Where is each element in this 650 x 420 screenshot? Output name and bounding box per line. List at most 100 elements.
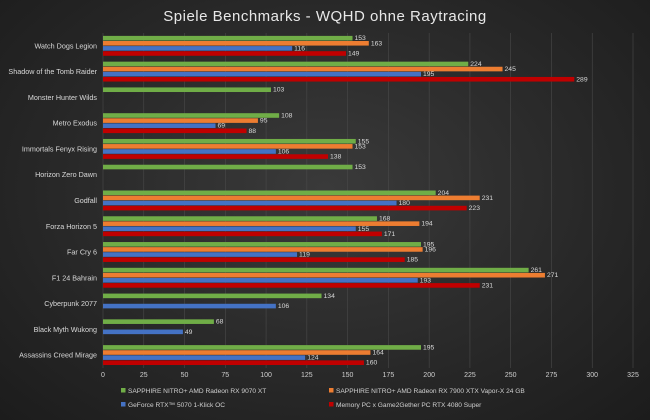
data-label: 95	[260, 118, 268, 125]
x-tick-label: 225	[464, 372, 476, 379]
bar	[103, 195, 480, 201]
data-label: 119	[299, 252, 310, 259]
data-label: 153	[355, 35, 367, 42]
bar	[103, 329, 183, 335]
data-label: 261	[531, 267, 543, 274]
x-tick-label: 125	[301, 372, 313, 379]
legend-swatch	[121, 402, 126, 407]
data-label: 163	[371, 40, 383, 47]
bar	[103, 355, 306, 360]
data-label: 271	[547, 272, 559, 279]
x-tick-labels: 0 25 50 75 100 125 150 175 200 225 250 275 300 325	[101, 372, 639, 379]
data-label: 289	[576, 76, 588, 83]
bar	[103, 138, 356, 144]
category-labels: Watch Dogs Legion Shadow of the Tomb Raid…	[8, 41, 97, 359]
data-label: 108	[281, 112, 293, 119]
category-label: Forza Horizon 5	[46, 222, 97, 231]
data-label: 116	[294, 45, 305, 52]
bar	[103, 267, 529, 273]
bar	[103, 76, 575, 82]
bar	[103, 123, 216, 128]
legend-entry: SAPPHIRE NITRO+ AMD Radeon RX 9070 XT	[128, 388, 266, 395]
data-label: 134	[324, 293, 336, 300]
legend-entry: Memory PC x Game2Gether PC RTX 4080 Supe…	[336, 402, 482, 409]
data-label: 106	[278, 303, 290, 310]
data-label: 185	[407, 257, 419, 264]
data-label: 195	[423, 71, 435, 78]
bar	[103, 35, 353, 41]
bar	[103, 278, 418, 283]
bar	[103, 303, 276, 309]
x-tick-label: 200	[423, 372, 435, 379]
data-label: 204	[438, 190, 450, 197]
x-tick-label: 275	[546, 372, 558, 379]
category-label: Black Myth Wukong	[34, 325, 97, 334]
bar	[103, 216, 377, 221]
data-label: 153	[355, 164, 367, 171]
bar	[103, 360, 364, 366]
bar	[103, 87, 271, 93]
bar	[103, 144, 353, 149]
bar	[103, 272, 545, 278]
data-label: 153	[355, 143, 367, 150]
category-label: Horizon Zero Dawn	[35, 170, 97, 179]
bar	[103, 71, 421, 77]
bar	[103, 118, 258, 123]
data-label: 49	[185, 329, 193, 336]
data-label: 149	[348, 50, 360, 57]
data-label: 195	[423, 241, 435, 248]
data-label: 231	[482, 282, 494, 289]
data-label: 69	[218, 123, 226, 130]
legend-swatch	[329, 402, 334, 407]
data-label: 231	[482, 195, 494, 202]
bar	[103, 257, 405, 262]
data-label: 168	[379, 216, 391, 223]
bar	[103, 231, 382, 237]
data-label: 164	[372, 350, 384, 357]
data-label: 155	[358, 138, 370, 145]
data-label: 194	[421, 221, 433, 228]
category-label: Watch Dogs Legion	[35, 41, 97, 50]
x-tick-label: 325	[627, 372, 639, 379]
data-label: 160	[366, 360, 378, 367]
x-tick-label: 75	[221, 372, 229, 379]
data-label: 68	[216, 319, 224, 326]
data-label: 223	[469, 205, 481, 212]
legend-entry: SAPPHIRE NITRO+ AMD Radeon RX 7900 XTX V…	[336, 388, 525, 395]
bar	[103, 252, 298, 257]
x-tick-label: 25	[140, 372, 148, 379]
bar	[103, 190, 436, 196]
category-label: Far Cry 6	[67, 248, 97, 257]
category-label: Assassins Creed Mirage	[19, 351, 97, 360]
data-label: 155	[358, 226, 370, 233]
legend-entry: GeForce RTX™ 5070 1-Klick OC	[128, 402, 225, 409]
bar	[103, 51, 346, 56]
chart-title: Spiele Benchmarks - WQHD ohne Raytracing	[163, 8, 486, 25]
legend: SAPPHIRE NITRO+ AMD Radeon RX 9070 XT SAP…	[121, 388, 525, 409]
bar	[103, 283, 480, 288]
category-label: Monster Hunter Wilds	[28, 93, 98, 102]
x-tick-label: 250	[505, 372, 517, 379]
data-label: 193	[420, 277, 432, 284]
legend-swatch	[121, 388, 126, 393]
bar	[103, 66, 503, 72]
bar	[103, 205, 467, 211]
x-tick-label: 0	[101, 372, 105, 379]
category-label: Cyberpunk 2077	[44, 299, 97, 308]
x-tick-label: 175	[383, 372, 395, 379]
bar	[103, 40, 369, 46]
bar	[103, 242, 421, 247]
bar	[103, 113, 280, 118]
bar	[103, 164, 353, 170]
x-tick-label: 150	[342, 372, 354, 379]
category-label: Immortals Fenyx Rising	[22, 144, 97, 153]
bar	[103, 350, 371, 355]
bar	[103, 149, 276, 154]
bar	[103, 46, 293, 51]
data-label: 224	[470, 61, 482, 68]
data-label: 180	[399, 200, 411, 207]
x-tick-label: 100	[260, 372, 272, 379]
x-tick-label: 300	[586, 372, 598, 379]
data-label: 103	[273, 87, 285, 94]
bar	[103, 200, 397, 206]
